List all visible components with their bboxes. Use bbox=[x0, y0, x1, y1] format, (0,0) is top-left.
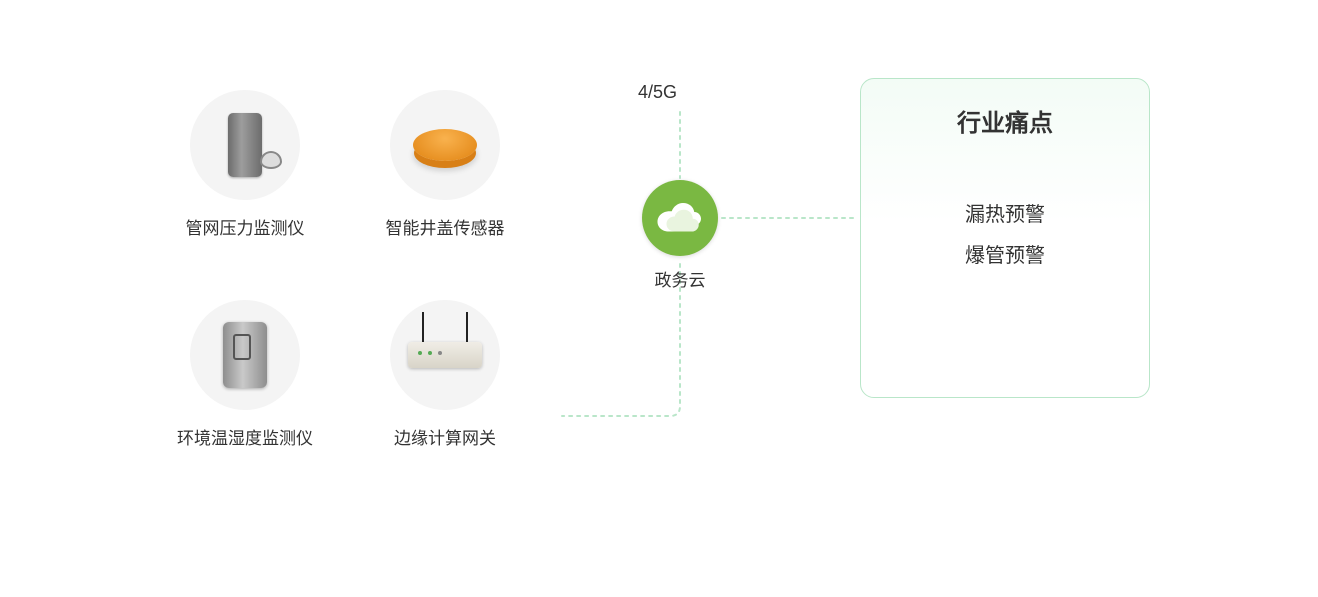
cloud-icon bbox=[656, 201, 704, 235]
device-env-temp-humidity: 环境温湿度监测仪 bbox=[155, 300, 335, 449]
device-label: 智能井盖传感器 bbox=[355, 214, 535, 239]
device-label: 边缘计算网关 bbox=[355, 424, 535, 449]
network-label: 4/5G bbox=[638, 82, 677, 103]
device-icon-circle bbox=[190, 300, 300, 410]
temp-humidity-icon bbox=[223, 322, 267, 388]
panel-item: 漏热预警 bbox=[881, 198, 1129, 227]
device-label: 环境温湿度监测仪 bbox=[155, 424, 335, 449]
manhole-sensor-icon bbox=[413, 129, 477, 161]
device-icon-circle bbox=[390, 300, 500, 410]
panel-title: 行业痛点 bbox=[881, 103, 1129, 138]
cloud-circle bbox=[642, 180, 718, 256]
pain-points-panel: 行业痛点 漏热预警 爆管预警 bbox=[860, 78, 1150, 398]
panel-item: 爆管预警 bbox=[881, 239, 1129, 268]
device-pressure-monitor: 管网压力监测仪 bbox=[155, 90, 335, 239]
device-manhole-sensor: 智能井盖传感器 bbox=[355, 90, 535, 239]
cloud-node: 政务云 bbox=[620, 180, 740, 291]
cloud-label: 政务云 bbox=[620, 266, 740, 291]
device-edge-gateway: 边缘计算网关 bbox=[355, 300, 535, 449]
edge-gateway-icon bbox=[408, 342, 482, 368]
device-label: 管网压力监测仪 bbox=[155, 214, 335, 239]
pressure-monitor-icon bbox=[228, 113, 262, 177]
device-icon-circle bbox=[390, 90, 500, 200]
device-icon-circle bbox=[190, 90, 300, 200]
diagram-canvas: 4/5G 管网压力监测仪 智能井盖传感器 环境温湿度监测仪 边缘计算网关 bbox=[0, 0, 1318, 597]
